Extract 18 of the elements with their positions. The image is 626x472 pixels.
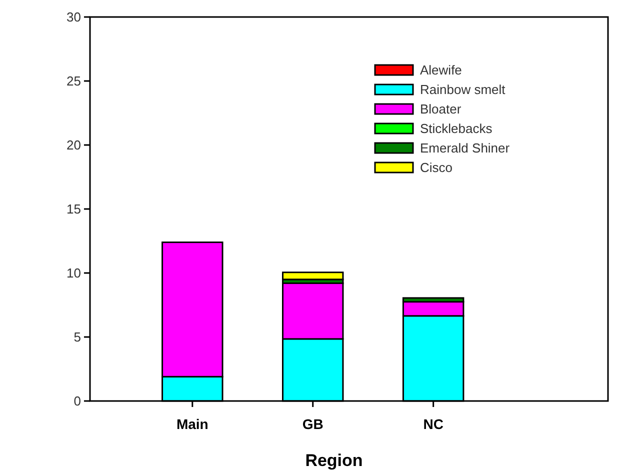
y-tick-label: 25 (66, 74, 81, 89)
y-tick-label: 30 (66, 10, 81, 25)
bar (282, 272, 344, 280)
y-tick-label: 20 (66, 138, 81, 153)
legend-label: Sticklebacks (420, 121, 493, 136)
y-tick-label: 5 (74, 330, 81, 345)
y-tick-label: 0 (74, 394, 81, 409)
legend-label: Alewife (420, 62, 462, 78)
legend-label: Cisco (420, 160, 453, 176)
legend-label: Bloater (420, 102, 462, 117)
x-axis-title: Region (305, 451, 363, 470)
legend-label: Emerald Shiner (420, 140, 510, 156)
legend-label: Rainbow smelt (420, 82, 506, 98)
y-tick-label: 15 (66, 202, 81, 217)
y-tick-label: 10 (66, 266, 81, 281)
x-tick-label: NC (423, 416, 444, 432)
x-tick-label: GB (302, 416, 324, 432)
x-tick-label: Main (176, 416, 208, 432)
